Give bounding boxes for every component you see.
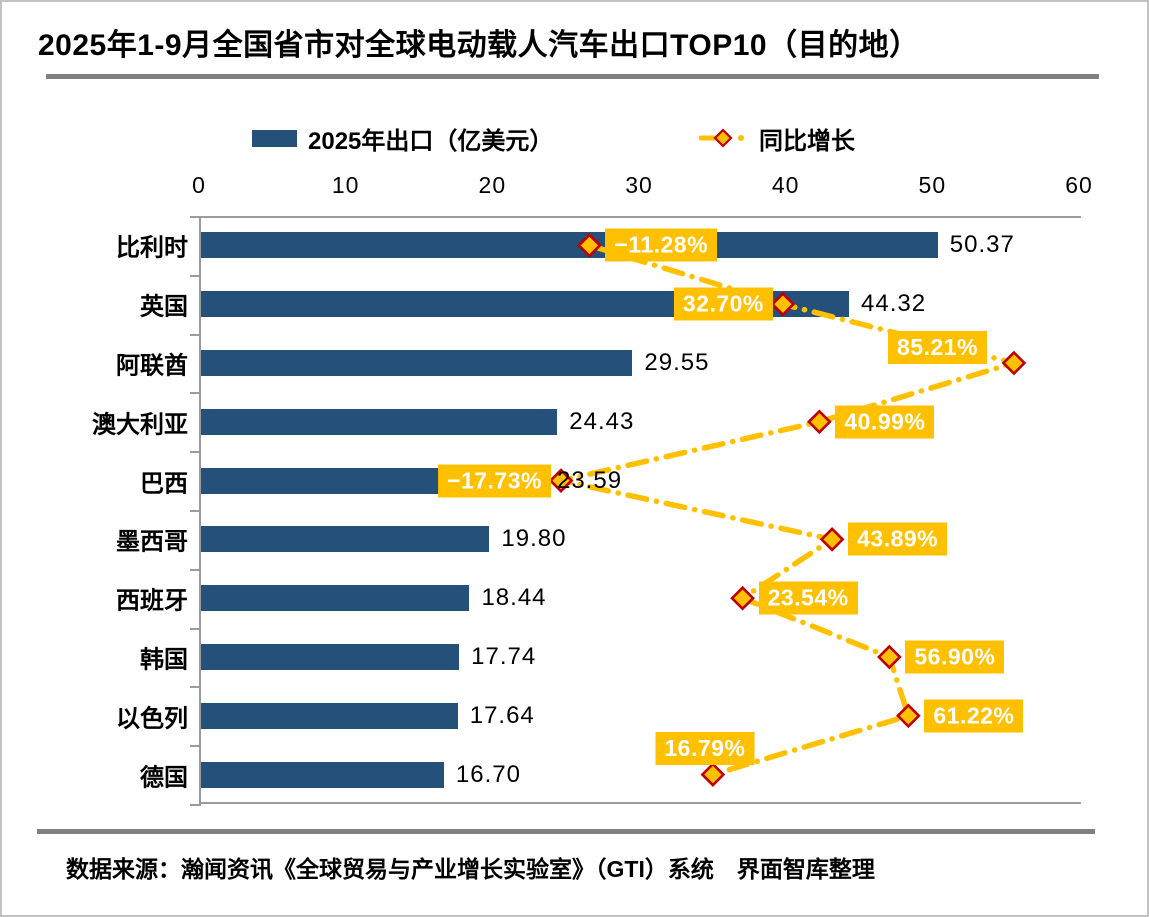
growth-marker	[877, 644, 902, 670]
export-bar	[201, 644, 460, 670]
x-tick-label: 50	[918, 172, 947, 198]
line-series-icon	[699, 128, 744, 148]
growth-marker	[1001, 350, 1027, 376]
bottom-axis-line	[199, 802, 1081, 804]
growth-label: −17.73%	[438, 464, 551, 498]
category-label: 德国	[140, 764, 188, 792]
x-tick-label: 40	[771, 172, 800, 198]
export-bar	[201, 585, 470, 612]
bar-value-label: 19.80	[501, 525, 567, 553]
category-label: 以色列	[116, 705, 188, 733]
category-boundary-tick	[190, 451, 201, 454]
bar-value-label: 17.64	[469, 701, 535, 729]
growth-line	[560, 242, 1025, 778]
x-tick-label: 10	[331, 172, 360, 198]
bar-value-label: 50.37	[949, 231, 1015, 259]
export-bar	[201, 350, 633, 376]
category-boundary-tick	[190, 510, 201, 512]
growth-label: 56.90%	[905, 640, 1005, 674]
legend-item-growth: 同比增长	[699, 126, 855, 155]
category-boundary-tick	[190, 686, 201, 689]
export-bar	[201, 232, 938, 259]
growth-marker	[700, 762, 726, 787]
x-tick-label: 30	[625, 172, 653, 198]
category-boundary-tick	[190, 627, 201, 630]
growth-label: 32.70%	[673, 287, 773, 321]
chart-title: 2025年1-9月全国省市对全球电动载人汽车出口TOP10（目的地）	[38, 29, 920, 62]
growth-label: 23.54%	[758, 581, 858, 615]
category-boundary-tick	[190, 216, 201, 218]
category-label: 澳大利亚	[92, 411, 188, 439]
growth-label: 40.99%	[835, 405, 935, 439]
growth-label: 43.89%	[848, 522, 948, 556]
growth-label: 85.21%	[887, 331, 987, 364]
category-boundary-tick	[190, 333, 201, 336]
legend-label-exports: 2025年出口（亿美元）	[308, 127, 554, 155]
growth-label: 16.79%	[655, 731, 755, 765]
bar-series-swatch	[252, 129, 297, 147]
legend-label-growth: 同比增长	[759, 127, 855, 155]
footer-divider	[37, 829, 1095, 834]
category-boundary-tick	[190, 804, 201, 806]
bar-value-label: 16.70	[455, 760, 521, 788]
bar-value-label: 18.44	[481, 584, 547, 612]
legend-item-exports: 2025年出口（亿美元）	[252, 126, 553, 155]
category-boundary-tick	[190, 392, 201, 395]
x-tick-label: 20	[478, 172, 507, 198]
category-label: 韩国	[140, 646, 188, 674]
category-boundary-tick	[190, 745, 201, 748]
bar-value-label: 24.43	[569, 407, 635, 435]
bar-value-label: 23.59	[556, 466, 623, 494]
export-bar	[201, 408, 558, 435]
category-boundary-tick	[190, 274, 201, 277]
export-bar	[201, 526, 490, 553]
growth-marker	[807, 409, 832, 435]
growth-label: 61.22%	[924, 699, 1024, 733]
category-label: 阿联酋	[116, 352, 188, 380]
bar-value-label: 17.74	[471, 643, 537, 670]
category-label: 巴西	[140, 470, 188, 498]
growth-marker	[896, 703, 921, 729]
growth-label: −11.28%	[605, 228, 718, 262]
growth-marker	[819, 527, 845, 552]
bar-value-label: 44.32	[861, 290, 927, 318]
data-source: 数据来源：瀚闻资讯《全球贸易与产业增长实验室》（GTI）系统 界面智库整理	[66, 856, 875, 882]
category-label: 西班牙	[116, 587, 188, 615]
title-divider	[46, 74, 1099, 79]
category-boundary-tick	[190, 568, 201, 571]
category-label: 墨西哥	[116, 528, 188, 556]
x-axis-line	[199, 216, 1081, 218]
export-bar	[201, 761, 444, 788]
growth-marker	[730, 585, 755, 611]
x-tick-label: 0	[192, 172, 206, 198]
category-label: 比利时	[116, 234, 188, 262]
export-bar	[201, 702, 458, 729]
x-tick-label: 60	[1065, 172, 1093, 198]
category-label: 英国	[140, 293, 188, 321]
bar-value-label: 29.55	[644, 349, 710, 376]
